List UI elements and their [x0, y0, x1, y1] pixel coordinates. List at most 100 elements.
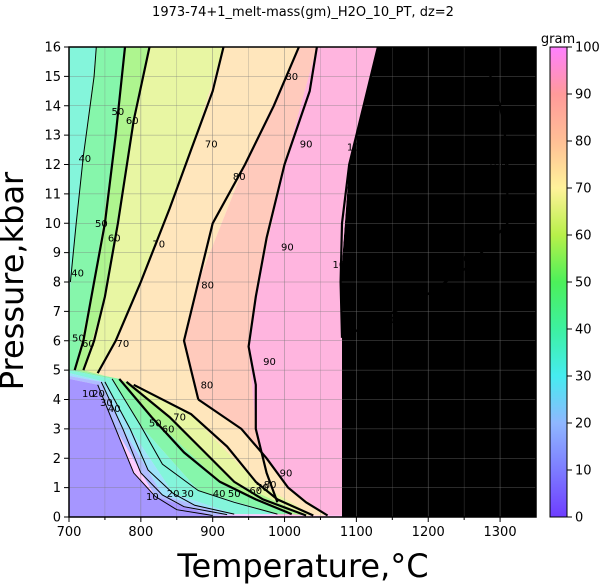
contour-label: 60: [162, 424, 175, 435]
x-axis: 700 800 900 1000 1100 1200 1300: [57, 517, 517, 540]
x-tick-label: 1200: [412, 525, 445, 540]
contour-line-70: [133, 383, 314, 517]
y-tick-label: 2: [53, 452, 61, 467]
contour-label: 90: [263, 357, 276, 368]
x-tick-label: 1000: [268, 525, 301, 540]
colorbar-tick-label: 100: [575, 41, 600, 56]
contour-line-100: [339, 47, 379, 338]
colorbar-tick-label: 60: [575, 229, 592, 244]
x-tick-label: 1100: [340, 525, 373, 540]
y-tick-label: 5: [53, 364, 61, 379]
contour-label: 10: [82, 389, 95, 400]
contour-label: 80: [201, 380, 214, 391]
y-tick-label: 4: [53, 393, 61, 408]
y-tick-label: 6: [53, 334, 61, 349]
contour-line-50: [118, 378, 293, 516]
x-tick-label: 700: [57, 525, 82, 540]
contour-label: 80: [233, 172, 246, 183]
x-tick-label: 800: [128, 525, 153, 540]
contour-label: 100: [488, 160, 507, 171]
y-tick-label: 9: [53, 246, 61, 261]
contour-label: 40: [213, 489, 226, 500]
contour-label: 70: [173, 413, 186, 424]
y-tick-label: 10: [44, 217, 61, 232]
contour-label: 100: [378, 316, 397, 327]
x-tick-label: 1300: [484, 525, 517, 540]
contour-line-10: [97, 384, 213, 516]
contour-labels: 4040505050606060707070808080809090909010…: [71, 72, 507, 503]
contour-label: 60: [249, 486, 262, 497]
contour-label: 80: [285, 72, 298, 83]
field-region-30: [69, 47, 97, 312]
contour-label: 100: [332, 260, 351, 271]
field-region-80: [184, 47, 328, 516]
contour-label: 50: [111, 107, 124, 118]
contour-label: 70: [256, 483, 269, 494]
y-tick-label: 12: [44, 158, 61, 173]
contour-label: 50: [149, 419, 162, 430]
contour-line-40: [69, 47, 97, 283]
y-tick-label: 0: [53, 511, 61, 526]
y-tick-label: 15: [44, 70, 61, 85]
y-axis-label: Pressure,kbar: [0, 171, 31, 390]
field-region-90: [248, 47, 378, 516]
contour-line-20: [100, 381, 228, 516]
colorbar-tick-label: 10: [575, 464, 592, 479]
contour-line-60: [125, 381, 307, 517]
colorbar-label: gram: [541, 32, 575, 47]
colorbar-tick-label: 40: [575, 323, 592, 338]
contour-label: 50: [228, 489, 241, 500]
contour-label: 70: [205, 139, 218, 150]
y-tick-label: 14: [44, 99, 61, 114]
contour-line-70: [96, 47, 225, 374]
y-tick-label: 8: [53, 276, 61, 291]
contour-label: 90: [280, 468, 293, 479]
colorbar-tick-label: 0: [575, 511, 583, 526]
contour-label: 30: [181, 489, 194, 500]
contour-label: 30: [100, 398, 113, 409]
y-tick-label: 3: [53, 422, 61, 437]
y-tick-label: 1: [53, 481, 61, 496]
contour-line-80: [197, 398, 329, 517]
contour-line-80: [182, 47, 300, 400]
contour-label: 20: [167, 489, 180, 500]
y-tick-label: 13: [44, 129, 61, 144]
x-tick-label: 900: [200, 525, 225, 540]
contour-label: 40: [108, 404, 121, 415]
colorbar-scale: [549, 46, 568, 518]
colorbar-tick-label: 30: [575, 370, 592, 385]
contour-label: 70: [117, 339, 130, 350]
contour-label: 40: [78, 154, 91, 165]
colorbar-tick-label: 70: [575, 182, 592, 197]
contour-line-90: [247, 47, 318, 503]
colorbar-tick-label: 80: [575, 135, 592, 150]
contour-lines: [69, 47, 509, 517]
contour-label: 90: [300, 139, 313, 150]
contour-label: 80: [201, 280, 214, 291]
contour-label: 10: [146, 492, 159, 503]
contour-label: 50: [95, 219, 108, 230]
colorbar: 0 10 20 30 40 50 60 70 80 90 100 gram: [541, 32, 600, 526]
colorbar-tick-label: 20: [575, 417, 592, 432]
contour-line-60: [82, 47, 151, 371]
contour-label: 80: [264, 480, 277, 491]
contour-label: 100: [450, 254, 469, 265]
contour-label: 60: [82, 339, 95, 350]
contour-label: 50: [72, 333, 85, 344]
colorbar-tick-label: 50: [575, 276, 592, 291]
contour-line-30: [104, 381, 235, 515]
field-region-30: [69, 370, 278, 515]
contour-label: 20: [92, 389, 105, 400]
y-tick-label: 16: [44, 41, 61, 56]
contour-label: 100: [347, 142, 366, 153]
y-tick-label: 11: [44, 187, 61, 202]
contour-label: 60: [126, 116, 139, 127]
contour-label: 40: [71, 269, 84, 280]
contour-label: 90: [281, 242, 294, 253]
contour-line-100: [341, 47, 509, 339]
contour-label: 70: [152, 239, 165, 250]
contour-label: 60: [108, 233, 121, 244]
chart-title: 1973-74+1_melt-mass(gm)_H2O_10_PT, dz=2: [152, 5, 454, 20]
field-region-0: [69, 378, 342, 517]
